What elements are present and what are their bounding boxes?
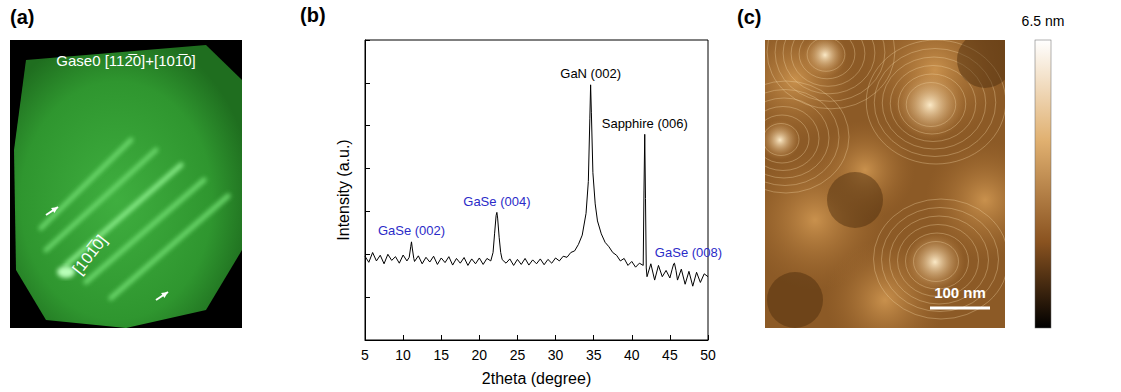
svg-text:Sapphire (006): Sapphire (006) — [602, 116, 688, 131]
svg-text:15: 15 — [433, 347, 449, 363]
svg-text:(c): (c) — [737, 6, 761, 28]
svg-text:GaSe (002): GaSe (002) — [378, 223, 445, 238]
svg-text:(a): (a) — [10, 6, 34, 28]
svg-text:GaSe (004): GaSe (004) — [463, 194, 530, 209]
svg-text:25: 25 — [510, 347, 526, 363]
svg-text:Intensity (a.u.): Intensity (a.u.) — [335, 139, 352, 240]
svg-text:5: 5 — [361, 347, 369, 363]
svg-text:20: 20 — [472, 347, 488, 363]
svg-text:2theta (degree): 2theta (degree) — [482, 370, 591, 387]
svg-text:50: 50 — [700, 347, 716, 363]
svg-text:GaSe (008): GaSe (008) — [655, 245, 722, 260]
svg-text:[101̅0]: [101̅0] — [69, 232, 110, 278]
svg-text:100 nm: 100 nm — [934, 284, 986, 301]
svg-text:GaN (002): GaN (002) — [560, 66, 621, 81]
svg-text:6.5 nm: 6.5 nm — [1022, 13, 1065, 29]
html-text:(b): (b) — [300, 4, 326, 26]
svg-text:10: 10 — [395, 347, 411, 363]
svg-text:45: 45 — [662, 347, 678, 363]
svg-text:40: 40 — [624, 347, 640, 363]
svg-text:35: 35 — [586, 347, 602, 363]
svg-text:30: 30 — [548, 347, 564, 363]
svg-text:Gase0 [112̅0]+[101̅0]: Gase0 [112̅0]+[101̅0] — [56, 52, 195, 69]
